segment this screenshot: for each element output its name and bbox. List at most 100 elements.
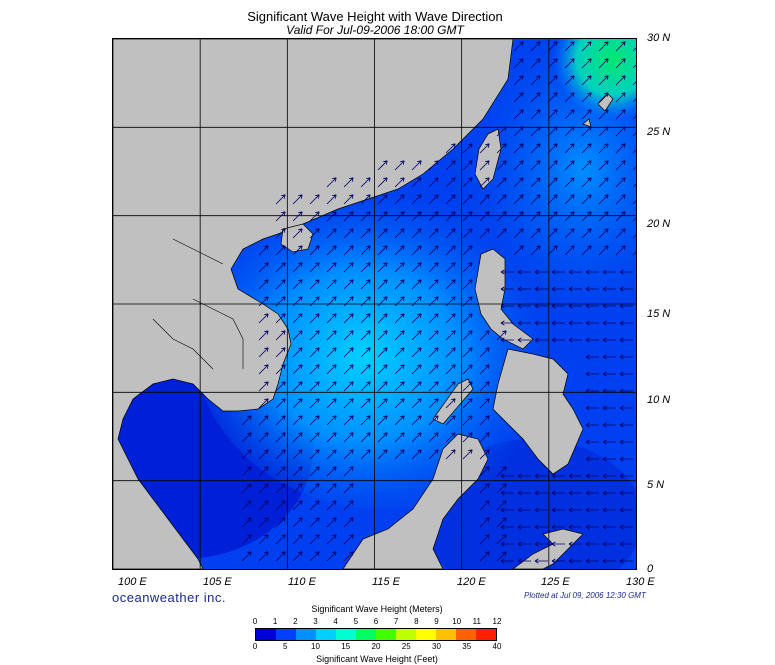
country-borders [152,238,244,370]
wave-arrow [615,75,626,86]
wave-arrow [513,211,524,222]
wave-arrow [517,473,531,479]
wave-arrow [445,347,456,358]
wave-arrow [615,126,626,137]
wave-arrow [564,75,575,86]
wave-arrow [309,211,320,222]
wave-arrow [445,364,456,375]
wave-arrow [564,41,575,52]
wave-arrow [258,262,269,273]
wave-arrow [394,398,405,409]
wave-arrow [530,75,541,86]
wave-arrow [377,381,388,392]
wave-arrow [547,41,558,52]
wave-arrow [602,303,616,309]
wave-arrow [534,303,548,309]
wave-arrow [479,483,490,494]
wave-arrow [360,296,371,307]
wave-arrow [292,296,303,307]
wave-arrow [326,466,337,477]
wave-arrow [479,398,490,409]
wave-arrow [585,269,599,275]
wave-arrow [241,415,252,426]
wave-arrow [479,432,490,443]
wave-arrow [241,449,252,460]
wave-arrow [275,228,286,239]
wave-arrow [496,126,507,137]
wave-arrow [462,177,473,188]
wave-arrow [568,269,582,275]
wave-arrow [513,177,524,188]
wave-arrow [275,330,286,341]
wave-arrow [292,211,303,222]
wave-arrow [598,143,609,154]
wave-arrow [615,228,626,239]
wave-arrow [513,143,524,154]
wave-arrow [258,517,269,528]
wave-arrow [462,313,473,324]
wave-arrow [564,109,575,120]
wave-arrow [326,296,337,307]
wave-arrow [360,194,371,205]
wave-arrow [530,143,541,154]
wave-arrow [615,41,626,52]
wave-arrow [360,449,371,460]
wave-arrow [496,160,507,171]
wave-arrow [615,143,626,154]
wave-arrow [326,245,337,256]
colorbar-swatch [456,629,476,640]
wave-arrow [258,279,269,290]
colorbar-swatch [415,629,436,640]
wave-arrow [568,320,582,326]
wave-arrow [615,92,626,103]
wave-arrow [585,286,599,292]
colorbar-swatch [436,629,456,640]
colorbar [255,628,497,641]
wave-arrow [632,132,636,137]
wave-arrow [377,296,388,307]
wave-arrow [581,58,592,69]
wave-arrow [598,92,609,103]
wave-arrow [602,456,616,462]
wave-arrow [343,415,354,426]
colorbar-meter-tick: 3 [313,617,318,626]
wave-arrow [292,534,303,545]
wave-arrow [258,313,269,324]
colorbar-meter-tick: 9 [434,617,439,626]
wave-arrow [411,262,422,273]
wave-arrow [547,92,558,103]
wave-arrow [564,92,575,103]
wave-arrow [496,483,507,494]
wave-arrow [428,449,439,460]
wave-arrow [500,524,514,530]
wave-arrow [581,143,592,154]
wave-arrow [462,245,473,256]
wave-arrow [377,228,388,239]
wave-arrow [428,415,439,426]
wave-arrow [632,200,636,205]
wave-arrow [551,337,565,343]
wave-arrow [479,364,490,375]
wave-arrow [309,415,320,426]
wave-arrow [411,296,422,307]
wave-arrow [258,381,269,392]
colorbar-meter-tick: 0 [252,617,258,626]
wave-arrow [568,286,582,292]
wave-arrow [547,194,558,205]
wave-arrow [479,330,490,341]
wave-arrow [547,177,558,188]
wave-arrow [534,473,548,479]
land-luzon [474,248,534,350]
wave-arrow [309,449,320,460]
lat-label-15: 15 N [647,308,671,320]
wave-arrow [309,296,320,307]
wave-arrow [309,330,320,341]
wave-arrow [258,415,269,426]
wave-arrow [530,58,541,69]
wave-arrow [275,517,286,528]
wave-arrow [479,177,490,188]
wave-arrow [581,228,592,239]
colorbar-title-meters: Significant Wave Height (Meters) [311,604,443,614]
wave-arrow [602,473,616,479]
wave-arrow [551,524,565,530]
